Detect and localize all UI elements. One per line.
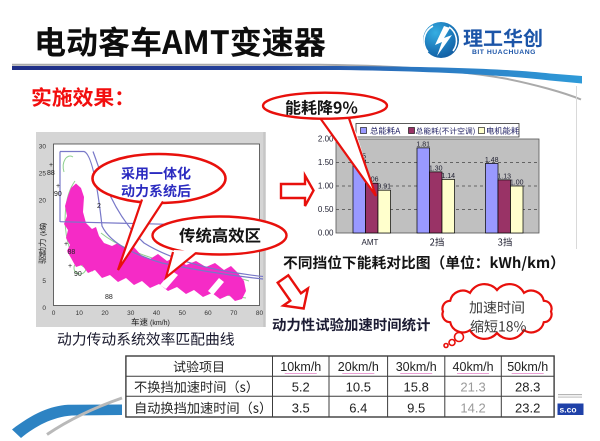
- svg-text:88: 88: [68, 249, 76, 256]
- svg-text:+: +: [64, 241, 68, 248]
- svg-text:1.30: 1.30: [429, 165, 443, 172]
- svg-text:0.91: 0.91: [377, 184, 391, 191]
- svg-text:0: 0: [42, 305, 46, 312]
- svg-text:1.50: 1.50: [318, 158, 334, 167]
- svg-text:3.5: 3.5: [292, 401, 310, 416]
- svg-text:0.00: 0.00: [318, 229, 334, 238]
- svg-text:+: +: [68, 263, 72, 270]
- svg-text:1.81: 1.81: [416, 141, 430, 148]
- svg-text:28.3: 28.3: [515, 380, 540, 395]
- svg-text:30: 30: [39, 144, 47, 151]
- svg-text:1.06: 1.06: [365, 177, 379, 184]
- svg-text:20: 20: [101, 310, 109, 317]
- svg-text:20km/h: 20km/h: [338, 360, 379, 374]
- svg-text:1.48: 1.48: [485, 157, 499, 164]
- svg-text:90: 90: [74, 271, 82, 278]
- svg-text:15: 15: [39, 224, 47, 231]
- svg-text:1.00: 1.00: [510, 180, 524, 187]
- svg-text:+: +: [56, 183, 60, 190]
- svg-text:60: 60: [204, 310, 212, 317]
- svg-text:s.co: s.co: [560, 405, 577, 415]
- svg-text:90: 90: [54, 191, 62, 198]
- svg-text:21.3: 21.3: [460, 380, 485, 395]
- svg-text:50km/h: 50km/h: [507, 360, 548, 374]
- svg-text:70: 70: [230, 310, 238, 317]
- svg-text:6.4: 6.4: [349, 401, 367, 416]
- svg-text:30km/h: 30km/h: [396, 360, 437, 374]
- svg-text:9.5: 9.5: [407, 401, 425, 416]
- svg-text:50: 50: [179, 310, 187, 317]
- svg-text:0.50: 0.50: [318, 205, 334, 214]
- svg-text:14.2: 14.2: [460, 401, 485, 416]
- svg-text:20: 20: [39, 197, 47, 204]
- svg-text:25: 25: [39, 170, 47, 177]
- svg-text:15.8: 15.8: [404, 380, 429, 395]
- svg-text:AMT: AMT: [362, 238, 379, 247]
- svg-text:40km/h: 40km/h: [453, 360, 494, 374]
- svg-text:5.2: 5.2: [292, 380, 310, 395]
- svg-text:30: 30: [127, 310, 135, 317]
- svg-text:10: 10: [76, 310, 84, 317]
- svg-text:88: 88: [47, 170, 55, 177]
- svg-text:40: 40: [153, 310, 161, 317]
- svg-text:88: 88: [105, 294, 113, 301]
- svg-text:(kN): (kN): [41, 223, 48, 236]
- svg-text:0: 0: [52, 310, 56, 317]
- svg-text:10km/h: 10km/h: [280, 360, 321, 374]
- svg-text:+: +: [49, 162, 53, 169]
- svg-text:2: 2: [97, 203, 101, 210]
- svg-text:(km/h): (km/h): [150, 320, 170, 327]
- svg-text:2.00: 2.00: [318, 135, 334, 144]
- svg-text:80: 80: [256, 310, 264, 317]
- svg-text:1.00: 1.00: [318, 182, 334, 191]
- svg-text:5: 5: [42, 278, 46, 285]
- svg-text:1.13: 1.13: [497, 173, 511, 180]
- svg-text:BIT HUACHUANG: BIT HUACHUANG: [472, 49, 536, 56]
- svg-text:10.5: 10.5: [346, 380, 371, 395]
- svg-text:10: 10: [39, 251, 47, 258]
- svg-text:23.2: 23.2: [515, 401, 540, 416]
- svg-text:1.14: 1.14: [441, 173, 455, 180]
